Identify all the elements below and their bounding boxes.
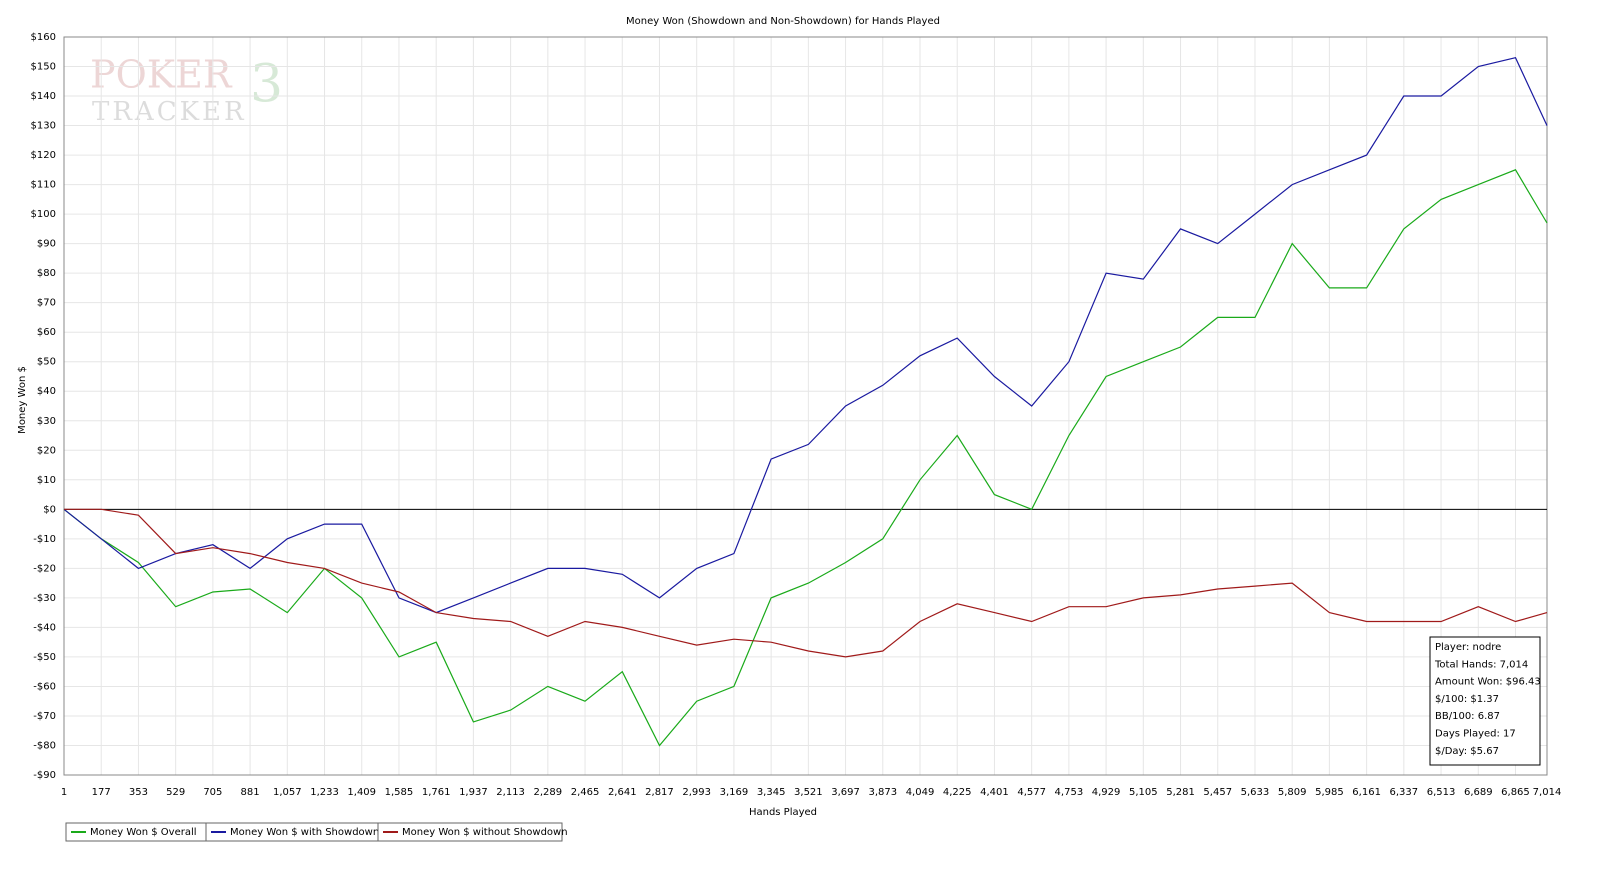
x-tick-label: 4,577 <box>1017 787 1046 798</box>
y-tick-label: $0 <box>43 504 56 515</box>
x-tick-label: 881 <box>241 787 260 798</box>
x-tick-label: 4,225 <box>943 787 972 798</box>
watermark-text: POKER <box>90 53 233 97</box>
x-axis-label: Hands Played <box>749 807 817 818</box>
y-tick-label: $10 <box>37 475 56 486</box>
x-tick-label: 3,697 <box>831 787 860 798</box>
info-line: Amount Won: $96.43 <box>1435 677 1541 688</box>
x-tick-label: 5,633 <box>1241 787 1270 798</box>
x-tick-label: 2,289 <box>534 787 563 798</box>
info-box <box>1429 636 1541 766</box>
y-tick-label: $20 <box>37 445 56 456</box>
x-tick-label: 1,233 <box>310 787 339 798</box>
y-tick-label: $30 <box>37 416 56 427</box>
x-tick-label: 1,409 <box>347 787 376 798</box>
x-tick-label: 1,761 <box>422 787 451 798</box>
y-tick-label: $120 <box>31 150 56 161</box>
plot-frame <box>63 36 1548 776</box>
info-line: BB/100: 6.87 <box>1435 711 1500 722</box>
y-tick-label: -$20 <box>33 563 56 574</box>
x-tick-label: 2,641 <box>608 787 637 798</box>
x-tick-label: 4,753 <box>1055 787 1084 798</box>
x-tick-label: 1 <box>61 787 67 798</box>
legend-label: Money Won $ Overall <box>90 827 197 838</box>
y-tick-label: $100 <box>31 209 56 220</box>
legend-box <box>377 822 563 842</box>
x-tick-label: 6,513 <box>1427 787 1456 798</box>
watermark: POKER TRACKER 3 <box>90 53 283 128</box>
x-tick-label: 353 <box>129 787 148 798</box>
y-tick-label: -$80 <box>33 740 56 751</box>
info-line: Days Played: 17 <box>1435 729 1516 740</box>
y-tick-label: $40 <box>37 386 56 397</box>
x-tick-label: 4,401 <box>980 787 1009 798</box>
x-tick-label: 4,929 <box>1092 787 1121 798</box>
y-tick-label: -$90 <box>33 770 56 781</box>
x-tick-label: 529 <box>166 787 185 798</box>
x-tick-label: 5,281 <box>1166 787 1195 798</box>
x-tick-label: 2,817 <box>645 787 674 798</box>
y-tick-label: $70 <box>37 298 56 309</box>
x-tick-label: 5,457 <box>1203 787 1232 798</box>
x-tick-label: 3,169 <box>720 787 749 798</box>
x-tick-label: 705 <box>203 787 222 798</box>
y-tick-label: $130 <box>31 121 56 132</box>
legend: Money Won $ Overall Money Won $ with Show… <box>65 822 568 842</box>
x-tick-label: 6,337 <box>1390 787 1419 798</box>
y-tick-label: -$50 <box>33 652 56 663</box>
legend-label: Money Won $ with Showdown <box>230 827 379 838</box>
y-tick-label: $150 <box>31 62 56 73</box>
x-tick-label: 6,865 <box>1501 787 1530 798</box>
x-tick-label: 7,014 <box>1533 787 1562 798</box>
y-tick-label: -$60 <box>33 681 56 692</box>
y-tick-label: -$10 <box>33 534 56 545</box>
y-tick-label: -$40 <box>33 622 56 633</box>
y-tick-label: $110 <box>31 180 56 191</box>
y-axis-label: Money Won $ <box>17 366 28 434</box>
series-line <box>64 508 1548 658</box>
x-tick-label: 5,809 <box>1278 787 1307 798</box>
info-line: Total Hands: 7,014 <box>1434 659 1528 670</box>
x-tick-label: 177 <box>92 787 111 798</box>
series-line <box>63 57 1548 614</box>
x-tick-label: 1,057 <box>273 787 302 798</box>
y-tick-label: $140 <box>31 91 56 102</box>
x-tick-label: 1,937 <box>459 787 488 798</box>
watermark-text: TRACKER <box>92 97 247 127</box>
legend-label: Money Won $ without Showdown <box>402 827 568 838</box>
x-tick-label: 5,985 <box>1315 787 1344 798</box>
watermark-text: 3 <box>250 55 283 115</box>
y-tick-label: $160 <box>31 32 56 43</box>
x-tick-label: 6,689 <box>1464 787 1493 798</box>
x-tick-label: 2,113 <box>496 787 525 798</box>
x-tick-label: 1,585 <box>385 787 414 798</box>
x-tick-label: 4,049 <box>906 787 935 798</box>
x-tick-label: 5,105 <box>1129 787 1158 798</box>
info-line: $/100: $1.37 <box>1435 694 1499 705</box>
x-tick-label: 3,345 <box>757 787 786 798</box>
x-tick-label: 3,873 <box>868 787 897 798</box>
y-tick-label: $90 <box>37 239 56 250</box>
y-tick-label: $50 <box>37 357 56 368</box>
series-line <box>63 169 1548 747</box>
chart-title: Money Won (Showdown and Non-Showdown) fo… <box>626 16 940 27</box>
x-tick-label: 6,161 <box>1352 787 1381 798</box>
y-tick-label: $60 <box>37 327 56 338</box>
x-tick-label: 2,465 <box>571 787 600 798</box>
y-tick-label: -$30 <box>33 593 56 604</box>
y-tick-label: $80 <box>37 268 56 279</box>
x-tick-label: 3,521 <box>794 787 823 798</box>
x-tick-label: 2,993 <box>682 787 711 798</box>
y-tick-label: -$70 <box>33 711 56 722</box>
info-line: Player: nodre <box>1435 642 1501 653</box>
info-line: $/Day: $5.67 <box>1435 746 1499 757</box>
